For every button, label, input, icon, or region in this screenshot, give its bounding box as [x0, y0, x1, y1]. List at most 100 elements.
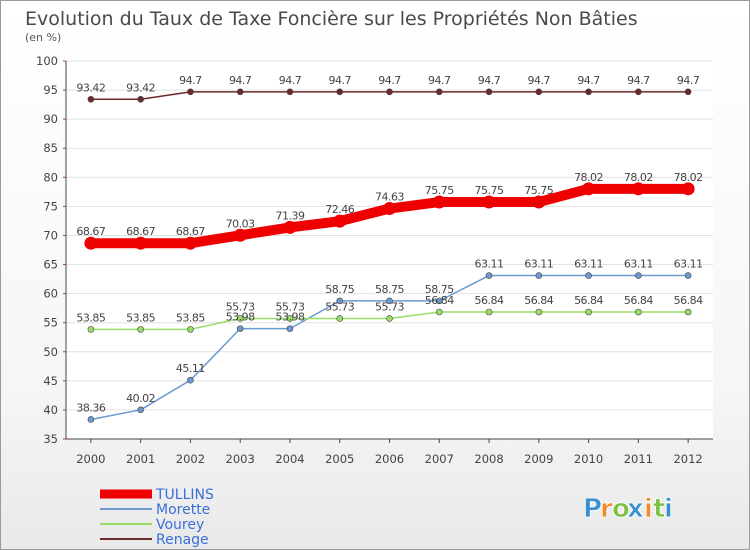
data-label-tullins: 74.63 — [375, 191, 404, 204]
data-label-tullins: 75.75 — [524, 184, 553, 197]
x-tick-label: 2007 — [425, 452, 454, 466]
data-point-morette — [635, 272, 642, 279]
data-point-vourey — [187, 326, 194, 333]
data-point-vourey — [87, 326, 95, 333]
y-tick-label: 80 — [43, 170, 58, 184]
logo-letter: x — [627, 494, 644, 524]
x-tick-label: 2006 — [375, 452, 404, 466]
legend-label-tullins: TULLINS — [155, 487, 214, 503]
data-label-morette: 53.98 — [226, 311, 255, 324]
data-point-tullins — [233, 228, 247, 242]
data-label-vourey: 53.85 — [76, 311, 105, 324]
data-label-renage: 94.7 — [478, 74, 501, 87]
data-point-renage — [236, 88, 244, 96]
data-label-tullins: 68.67 — [176, 225, 205, 238]
logo-letter: P — [583, 494, 602, 524]
data-point-tullins — [532, 195, 546, 209]
data-point-vourey — [336, 315, 344, 322]
data-label-tullins: 75.75 — [425, 184, 454, 197]
data-point-morette — [336, 297, 344, 305]
data-label-vourey: 56.84 — [574, 294, 603, 307]
data-label-renage: 93.42 — [76, 81, 105, 94]
data-label-vourey: 56.84 — [624, 294, 653, 307]
data-point-tullins — [84, 236, 98, 250]
data-label-vourey: 55.73 — [275, 300, 304, 313]
data-label-morette: 58.75 — [425, 283, 454, 296]
data-label-morette: 63.11 — [674, 258, 703, 271]
data-label-tullins: 70.03 — [226, 217, 255, 230]
data-label-vourey: 55.73 — [325, 300, 354, 313]
data-point-morette — [435, 297, 443, 305]
x-tick-label: 2009 — [524, 452, 553, 466]
y-tick-label: 60 — [43, 287, 58, 301]
data-label-morette: 40.02 — [126, 392, 155, 405]
y-tick-label: 55 — [43, 316, 58, 330]
data-label-morette: 45.11 — [176, 362, 205, 375]
data-label-renage: 93.42 — [126, 81, 155, 94]
data-point-renage — [187, 88, 194, 96]
data-point-renage — [684, 88, 692, 96]
data-label-tullins: 68.67 — [126, 225, 155, 238]
data-label-renage: 94.7 — [279, 74, 302, 87]
logo-letter: o — [612, 494, 630, 524]
data-point-morette — [236, 325, 244, 332]
data-point-vourey — [236, 315, 244, 322]
data-label-vourey: 55.73 — [226, 300, 255, 313]
chart-subtitle: (en %) — [25, 31, 61, 44]
data-label-tullins: 78.02 — [574, 171, 603, 184]
data-label-tullins: 68.67 — [76, 225, 105, 238]
data-point-vourey — [535, 308, 543, 316]
data-label-morette: 63.11 — [475, 258, 504, 271]
data-point-morette — [286, 325, 294, 332]
y-tick-label: 45 — [43, 374, 58, 388]
data-label-renage: 94.7 — [677, 74, 700, 87]
y-tick-label: 85 — [43, 141, 58, 155]
proxiti-logo: Pr ox i ti — [583, 494, 674, 525]
x-tick-label: 2002 — [176, 452, 205, 466]
data-labels: 93.42 93.42 94.7 94.7 94.7 94.7 94.7 94.7 94.7 94… — [76, 74, 703, 415]
data-point-vourey — [137, 326, 144, 333]
data-label-renage: 94.7 — [179, 74, 202, 87]
x-tick-label: 2011 — [624, 452, 653, 466]
data-point-tullins — [283, 220, 297, 234]
data-point-renage — [336, 88, 344, 96]
y-tick-label: 35 — [43, 432, 58, 446]
legend-label-morette: Morette — [156, 502, 210, 518]
data-point-renage — [435, 88, 443, 96]
data-point-morette — [87, 416, 95, 423]
series-lines — [84, 88, 695, 423]
data-point-morette — [535, 272, 543, 279]
y-tick-label: 90 — [43, 112, 58, 126]
x-tick-label: 2004 — [275, 452, 304, 466]
data-label-renage: 94.7 — [229, 74, 252, 87]
data-label-vourey: 56.84 — [524, 294, 553, 307]
data-point-morette — [187, 376, 194, 384]
data-label-vourey: 56.84 — [674, 294, 703, 307]
grid-lines — [66, 60, 713, 440]
y-tick-label: 70 — [43, 228, 58, 242]
data-label-renage: 94.7 — [627, 74, 650, 87]
x-tick-label: 2001 — [126, 452, 155, 466]
data-label-morette: 38.36 — [76, 401, 105, 414]
data-label-vourey: 56.84 — [425, 294, 454, 307]
data-label-morette: 53.98 — [275, 311, 304, 324]
data-label-morette: 58.75 — [375, 283, 404, 296]
y-tick-label: 50 — [43, 345, 58, 359]
data-point-tullins — [333, 214, 347, 228]
x-tick-label: 2000 — [76, 452, 105, 466]
data-point-morette — [386, 297, 393, 305]
x-tick-label: 2005 — [325, 452, 354, 466]
data-point-renage — [485, 88, 493, 96]
data-point-renage — [137, 95, 144, 103]
data-label-vourey: 53.85 — [126, 311, 155, 324]
data-label-morette: 63.11 — [574, 258, 603, 271]
data-point-renage — [535, 88, 543, 96]
axes: 35 40 45 50 55 60 65 70 75 80 85 90 95 100 2000 2001 200… — [36, 54, 713, 466]
logo-letter: i — [644, 494, 653, 524]
plot-area — [66, 61, 713, 439]
data-label-tullins: 72.46 — [325, 203, 354, 216]
data-label-morette: 58.75 — [325, 283, 354, 296]
logo-letter: i — [664, 494, 673, 524]
